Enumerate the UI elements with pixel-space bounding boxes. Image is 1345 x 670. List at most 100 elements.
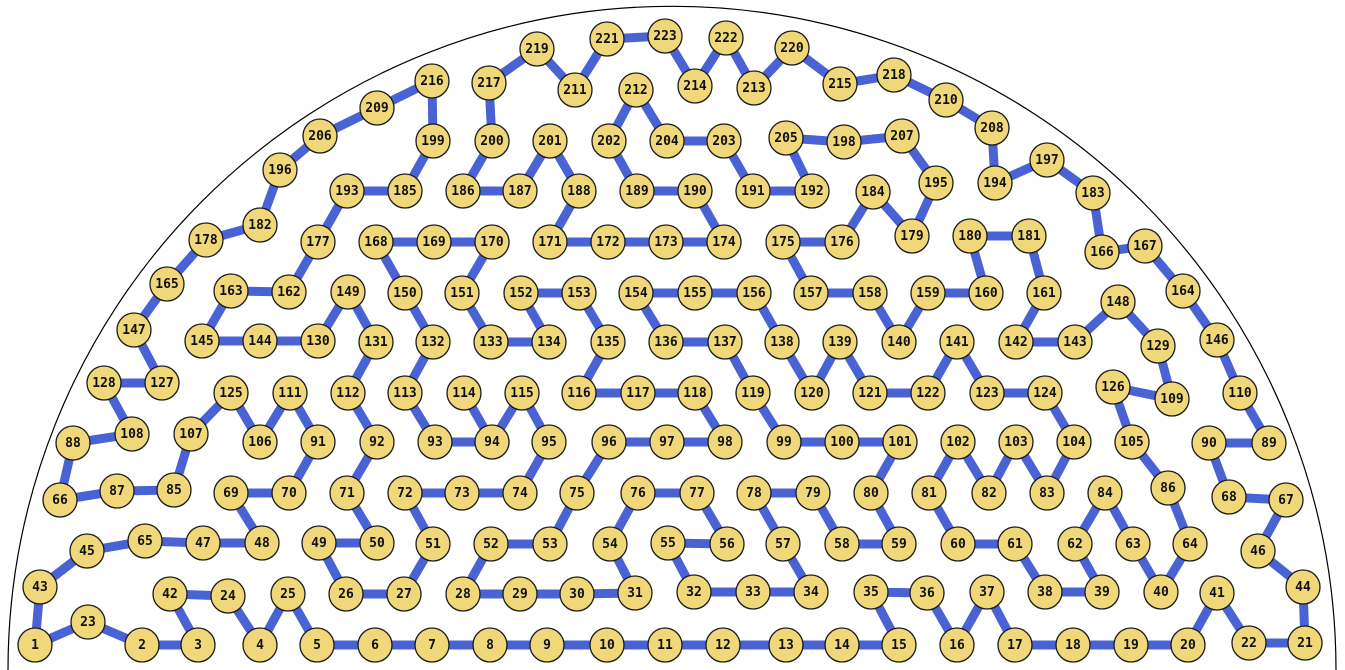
node-label: 167 [1133, 239, 1156, 254]
node-label: 170 [480, 235, 504, 250]
node-74: 74 [502, 475, 538, 511]
node-circle [210, 578, 246, 614]
node-46: 46 [1240, 533, 1276, 569]
node-circle [519, 31, 555, 67]
node-circle [709, 526, 745, 562]
node-circle [270, 576, 306, 612]
semicircle-boundary [7, 5, 1337, 670]
node-168: 168 [358, 224, 394, 260]
node-circle [768, 120, 804, 156]
node-circle [1127, 228, 1163, 264]
node-label: 95 [541, 435, 557, 450]
node-186: 186 [445, 173, 481, 209]
node-122: 122 [910, 375, 946, 411]
node-circle [473, 324, 509, 360]
node-142: 142 [998, 324, 1034, 360]
node-137: 137 [707, 324, 743, 360]
node-11: 11 [647, 627, 683, 663]
node-label: 206 [308, 129, 332, 144]
node-23: 23 [70, 604, 106, 640]
node-label: 79 [805, 486, 821, 501]
node-circle [387, 475, 423, 511]
node-label: 172 [596, 235, 619, 250]
node-113: 113 [387, 375, 423, 411]
node-label: 111 [278, 386, 302, 401]
node-19: 19 [1113, 627, 1149, 663]
node-label: 76 [630, 486, 646, 501]
node-circle [1172, 526, 1208, 562]
node-label: 47 [195, 536, 211, 551]
node-14: 14 [824, 627, 860, 663]
node-circle [358, 224, 394, 260]
node-label: 113 [393, 386, 416, 401]
node-6: 6 [357, 627, 393, 663]
node-label: 86 [1160, 481, 1176, 496]
node-label: 11 [657, 638, 673, 653]
node-circle [876, 57, 912, 93]
node-207: 207 [884, 118, 920, 154]
node-circle [387, 275, 423, 311]
node-circle [884, 118, 920, 154]
node-105: 105 [1114, 424, 1150, 460]
node-label: 64 [1182, 537, 1198, 552]
node-label: 10 [599, 638, 615, 653]
node-label: 130 [306, 334, 330, 349]
node-circle [531, 324, 567, 360]
node-label: 158 [858, 286, 882, 301]
node-label: 35 [863, 585, 879, 600]
node-label: 90 [1201, 436, 1217, 451]
node-label: 59 [891, 537, 907, 552]
node-173: 173 [648, 224, 684, 260]
node-circle [971, 475, 1007, 511]
node-40: 40 [1143, 574, 1179, 610]
node-38: 38 [1027, 574, 1063, 610]
node-label: 13 [778, 638, 794, 653]
node-139: 139 [822, 324, 858, 360]
node-label: 9 [543, 638, 551, 653]
node-circle [1211, 479, 1247, 515]
node-201: 201 [532, 123, 568, 159]
node-label: 185 [393, 184, 416, 199]
node-label: 178 [194, 233, 218, 248]
node-67: 67 [1268, 482, 1304, 518]
node-8: 8 [472, 627, 508, 663]
node-127: 127 [144, 365, 180, 401]
node-205: 205 [768, 120, 804, 156]
node-165: 165 [149, 266, 185, 302]
node-192: 192 [794, 173, 830, 209]
node-label: 53 [542, 537, 558, 552]
node-circle [650, 525, 686, 561]
node-1: 1 [17, 627, 53, 663]
node-2: 2 [124, 627, 160, 663]
node-label: 100 [830, 435, 854, 450]
node-label: 23 [80, 615, 96, 630]
node-circle [706, 123, 742, 159]
node-102: 102 [940, 424, 976, 460]
node-circle [824, 526, 860, 562]
node-label: 183 [1081, 186, 1104, 201]
node-label: 197 [1035, 153, 1058, 168]
node-175: 175 [765, 224, 801, 260]
node-circle [55, 425, 91, 461]
node-circle [939, 627, 975, 663]
node-label: 175 [771, 235, 794, 250]
node-circle [329, 475, 365, 511]
node-133: 133 [473, 324, 509, 360]
node-52: 52 [473, 526, 509, 562]
node-169: 169 [416, 224, 452, 260]
node-label: 91 [310, 435, 326, 450]
node-28: 28 [445, 576, 481, 612]
node-label: 162 [277, 285, 300, 300]
node-circle [940, 526, 976, 562]
node-circle [213, 375, 249, 411]
node-label: 42 [162, 587, 178, 602]
node-label: 133 [479, 335, 502, 350]
node-circle [559, 576, 595, 612]
node-circle [852, 375, 888, 411]
node-circle [532, 123, 568, 159]
node-label: 177 [306, 235, 329, 250]
node-10: 10 [589, 627, 625, 663]
node-73: 73 [444, 475, 480, 511]
node-24: 24 [210, 578, 246, 614]
node-84: 84 [1087, 475, 1123, 511]
